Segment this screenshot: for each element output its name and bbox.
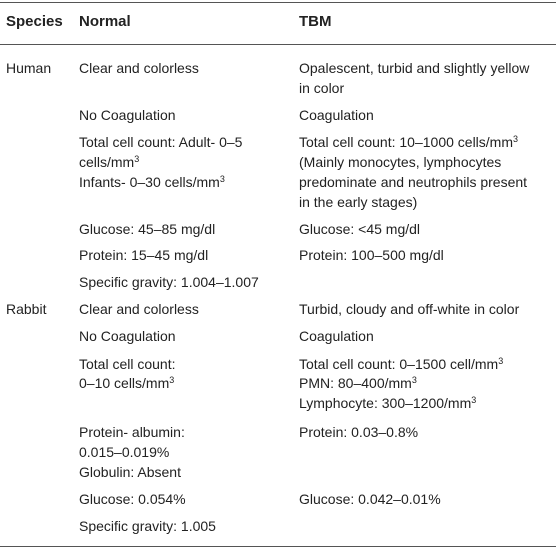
header-tbm: TBM [299,13,332,30]
rabbit-protein-normal-3: Globulin: Absent [79,464,181,480]
bottom-rule [0,546,556,547]
species-rabbit: Rabbit [6,301,47,317]
rabbit-coag-normal: No Coagulation [79,328,176,344]
rabbit-cell-tbm-3: Lymphocyte: 300–1200/mm3 [299,395,477,411]
human-protein-tbm: Protein: 100–500 mg/dl [299,247,444,263]
human-appearance-tbm-2: in color [299,80,345,96]
human-cell-tbm-3: predominate and neutrophils present [299,174,528,190]
rabbit-protein-normal-2: 0.015–0.019% [79,444,170,460]
rabbit-cell-normal-2: 0–10 cells/mm3 [79,375,175,391]
human-glucose-tbm: Glucose: <45 mg/dl [299,221,421,237]
species-human: Human [6,60,52,76]
rabbit-glucose-tbm: Glucose: 0.042–0.01% [299,491,441,507]
human-appearance-tbm-1: Opalescent, turbid and slightly yellow [299,60,530,76]
rabbit-cell-tbm-2: PMN: 80–400/mm3 [299,375,417,391]
human-coag-normal: No Coagulation [79,107,176,123]
rabbit-gravity-normal: Specific gravity: 1.005 [79,518,216,534]
rabbit-cell-tbm-1: Total cell count: 0–1500 cell/mm3 [299,356,504,372]
human-cell-tbm-4: in the early stages) [299,194,418,210]
human-glucose-normal: Glucose: 45–85 mg/dl [79,221,216,237]
human-protein-normal: Protein: 15–45 mg/dl [79,247,209,263]
human-appearance-normal: Clear and colorless [79,60,199,76]
rabbit-appearance-tbm: Turbid, cloudy and off-white in color [299,301,520,317]
rabbit-glucose-normal: Glucose: 0.054% [79,491,186,507]
human-cell-normal-3: Infants- 0–30 cells/mm3 [79,174,225,190]
rabbit-coag-tbm: Coagulation [299,328,374,344]
header-species: Species [6,13,63,30]
rabbit-cell-normal-1: Total cell count: [79,356,176,372]
header-normal: Normal [79,13,131,30]
human-cell-tbm-2: (Mainly monocytes, lymphocytes [299,154,502,170]
header-rule [0,44,556,45]
human-cell-normal-1: Total cell count: Adult- 0–5 [79,134,243,150]
human-gravity-normal: Specific gravity: 1.004–1.007 [79,274,259,290]
rabbit-appearance-normal: Clear and colorless [79,301,199,317]
rabbit-protein-tbm: Protein: 0.03–0.8% [299,424,419,440]
human-cell-tbm-1: Total cell count: 10–1000 cells/mm3 [299,134,519,150]
rabbit-protein-normal-1: Protein- albumin: [79,424,185,440]
human-cell-normal-2: cells/mm3 [79,154,140,170]
top-rule [0,2,556,3]
human-coag-tbm: Coagulation [299,107,374,123]
